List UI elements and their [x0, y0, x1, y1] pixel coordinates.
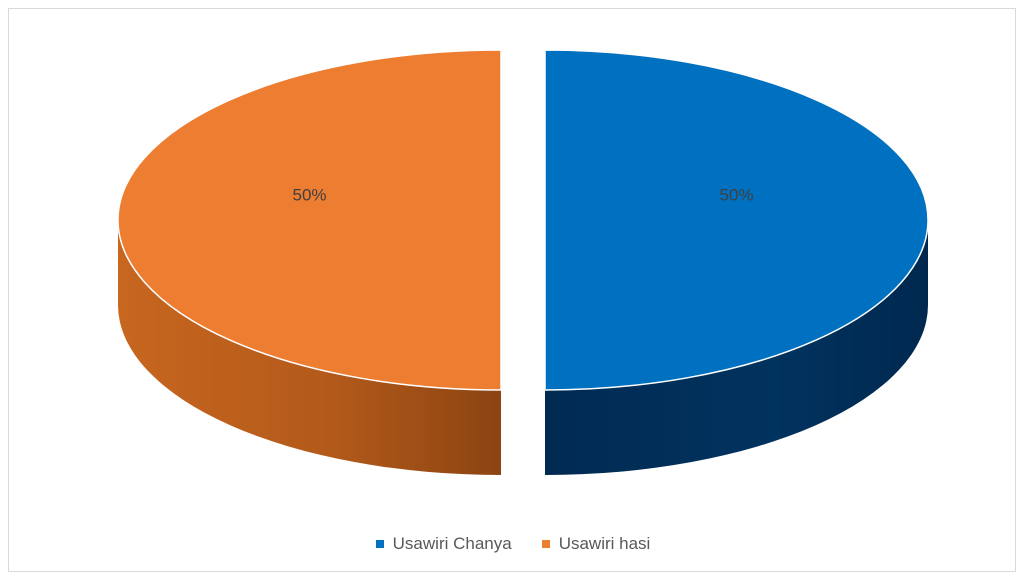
- pie-slice-side-0: [545, 220, 928, 475]
- pie-slice-1: [117, 49, 502, 475]
- legend-swatch-0: [375, 540, 384, 548]
- legend-item-1: Usawiri hasi: [541, 534, 651, 554]
- legend-swatch-1: [541, 540, 550, 548]
- data-label-1: 50%: [292, 185, 326, 204]
- pie-slice-top-1: [117, 49, 502, 391]
- legend-item-0: Usawiri Chanya: [375, 534, 512, 554]
- legend: Usawiri Chanya Usawiri hasi: [0, 534, 1026, 554]
- pie-slice-0: [544, 49, 929, 475]
- pie-slice-side-1: [118, 220, 501, 475]
- legend-label-1: Usawiri hasi: [558, 534, 651, 553]
- pie-slice-top-0: [544, 49, 929, 391]
- data-label-0: 50%: [719, 185, 753, 204]
- legend-label-0: Usawiri Chanya: [392, 534, 512, 553]
